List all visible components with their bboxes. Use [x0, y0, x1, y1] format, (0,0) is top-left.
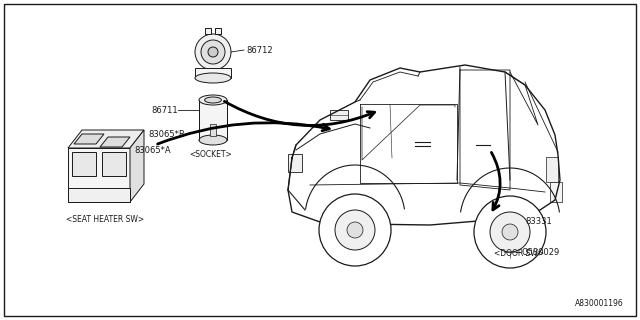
Circle shape: [347, 222, 363, 238]
Bar: [330, 110, 348, 120]
Circle shape: [502, 224, 518, 240]
Bar: [68, 188, 130, 202]
Circle shape: [504, 246, 516, 258]
Bar: [102, 152, 126, 176]
Bar: [487, 206, 517, 238]
Circle shape: [319, 194, 391, 266]
Text: <SEAT HEATER SW>: <SEAT HEATER SW>: [66, 215, 144, 225]
Bar: [288, 154, 302, 172]
Circle shape: [492, 219, 497, 225]
Bar: [487, 206, 500, 238]
Bar: [199, 100, 227, 140]
Circle shape: [474, 196, 546, 268]
Ellipse shape: [195, 73, 231, 83]
Ellipse shape: [199, 95, 227, 105]
Text: 83065*A: 83065*A: [134, 146, 171, 155]
Polygon shape: [100, 137, 130, 147]
Bar: [195, 68, 231, 78]
Polygon shape: [130, 130, 144, 202]
Ellipse shape: [199, 135, 227, 145]
Circle shape: [335, 210, 375, 250]
Text: 86712: 86712: [246, 45, 273, 54]
Text: A830001196: A830001196: [575, 299, 624, 308]
Circle shape: [201, 40, 225, 64]
Bar: [550, 182, 562, 202]
Text: Q530029: Q530029: [522, 247, 560, 257]
Polygon shape: [74, 134, 104, 144]
Circle shape: [508, 250, 512, 254]
Bar: [501, 210, 515, 234]
Bar: [215, 28, 221, 34]
Ellipse shape: [205, 97, 221, 103]
Bar: [546, 157, 558, 182]
Circle shape: [195, 34, 231, 70]
Polygon shape: [68, 130, 144, 148]
Bar: [72, 152, 96, 176]
Text: <DOOR SW>: <DOOR SW>: [494, 250, 544, 259]
Circle shape: [490, 212, 530, 252]
Text: 86711: 86711: [152, 106, 178, 115]
Bar: [205, 28, 211, 34]
Circle shape: [488, 215, 502, 229]
Text: 83065*B: 83065*B: [148, 130, 185, 139]
Text: <SOCKET>: <SOCKET>: [189, 149, 232, 158]
Circle shape: [208, 47, 218, 57]
Bar: [68, 148, 130, 202]
Bar: [210, 124, 216, 136]
Text: 83331: 83331: [525, 218, 552, 227]
